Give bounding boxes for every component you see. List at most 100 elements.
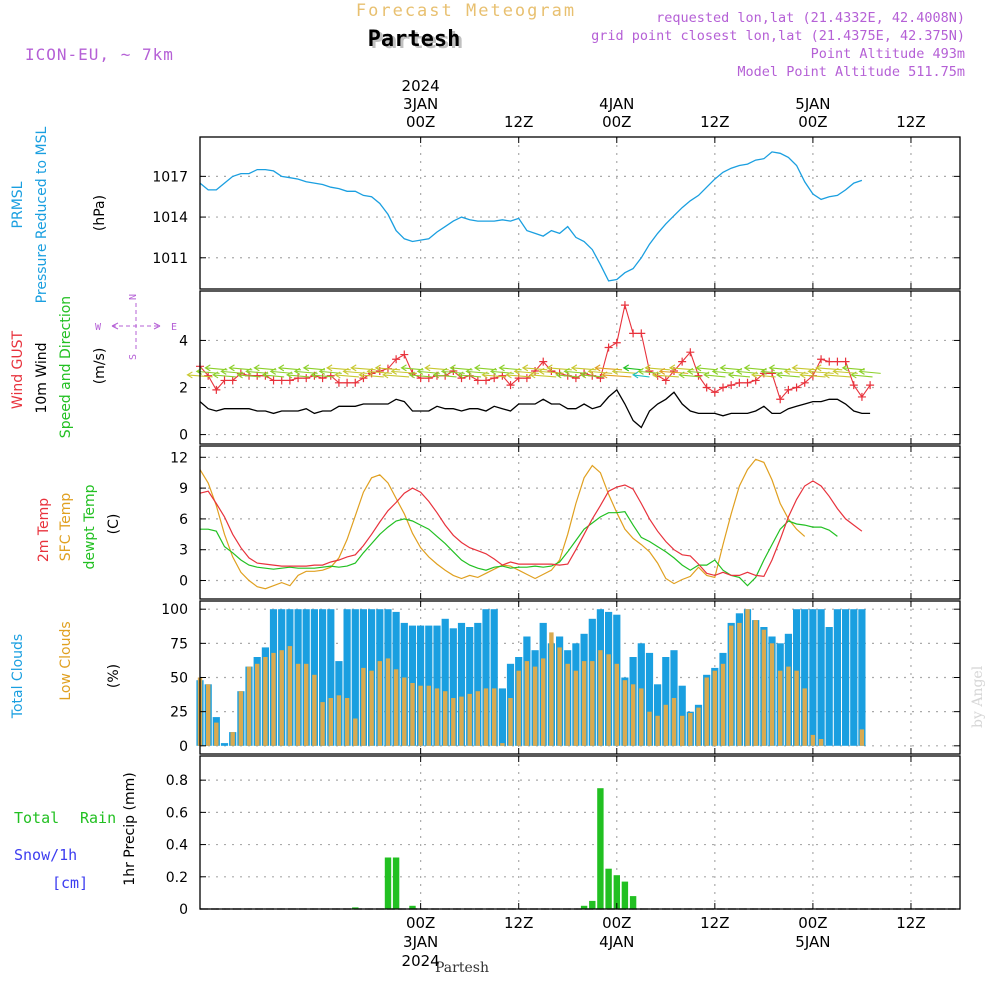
gust-point (351, 378, 360, 387)
low-cloud-bar (630, 684, 636, 746)
wind-direction-arrow (245, 367, 269, 375)
gust-point (849, 381, 858, 390)
precip-label-snow: Snow/1h (14, 846, 77, 864)
temp-label-2m: 2m Temp (36, 498, 52, 562)
temperature-panel-frame (199, 445, 961, 600)
low-cloud-bar (745, 609, 750, 746)
y-tick-label: 3 (179, 543, 188, 559)
wind-direction-arrow (498, 364, 522, 372)
gust-point (473, 376, 482, 385)
gust-point (596, 374, 605, 383)
y-tick-label: 0 (179, 739, 188, 755)
low-cloud-bar (385, 658, 391, 746)
model-label: ICON-EU, ~ 7km (25, 45, 174, 64)
low-cloud-bar (353, 718, 358, 746)
gust-point (719, 383, 728, 392)
low-cloud-bar (737, 622, 742, 746)
low-cloud-bar (271, 652, 276, 746)
gust-point (784, 385, 793, 394)
gust-point (817, 355, 826, 364)
total-cloud-bar (678, 685, 686, 746)
pressure-label-unit: (hPa) (92, 195, 108, 231)
wind-direction-arrow (594, 364, 623, 372)
low-cloud-bar (295, 663, 301, 746)
top-hour-label: 12Z (896, 113, 925, 131)
wind-direction-arrow (334, 371, 359, 379)
wind-direction-arrow (529, 371, 557, 379)
gust-point (220, 376, 229, 385)
temp-label-sfc: SFC Temp (58, 493, 74, 562)
low-cloud-bar (279, 650, 284, 746)
temp-label-dewpt: dewpt Temp (82, 484, 98, 569)
wind-direction-arrow (513, 367, 540, 375)
total-cloud-bar (850, 609, 858, 746)
y-tick-label: 1017 (152, 169, 188, 185)
wind-direction-arrow (611, 367, 638, 375)
wind-direction-arrow (632, 371, 650, 379)
top-hour-label: 00Z (406, 113, 435, 131)
y-tick-label: 9 (179, 481, 188, 497)
low-cloud-bar (622, 680, 628, 746)
wind-direction-arrow (841, 364, 865, 372)
rain-bar (621, 881, 629, 909)
low-cloud-bar (328, 698, 333, 746)
total-cloud-bar (457, 622, 466, 746)
low-cloud-bar (761, 629, 767, 746)
y-tick-label: 0 (179, 574, 188, 590)
precip-panel-frame (199, 755, 961, 910)
y-tick-label: 25 (170, 705, 188, 721)
gust-point (522, 374, 531, 383)
gust-point (833, 357, 842, 366)
gust-point (612, 338, 621, 347)
point-altitude: Point Altitude 493m (811, 46, 965, 62)
wind-direction-arrow (815, 364, 843, 372)
y-tick-label: 6 (179, 512, 188, 528)
gust-point (637, 329, 646, 338)
low-cloud-bar (704, 677, 709, 746)
y-tick-label: 0.2 (166, 870, 188, 886)
gust-line (199, 304, 871, 401)
wind-direction-arrow (579, 371, 604, 379)
gust-point (661, 376, 670, 385)
low-cloud-bar (794, 670, 799, 746)
low-cloud-bar (443, 691, 448, 746)
total-cloud-bar (351, 609, 359, 746)
rain-bar (409, 905, 416, 909)
low-cloud-bar (410, 683, 415, 746)
bottom-hour-label: 00Z (602, 914, 631, 932)
low-cloud-bar (418, 685, 423, 746)
low-cloud-bar (263, 657, 268, 746)
wind-panel-frame (199, 290, 961, 445)
gust-point (857, 392, 866, 401)
low-cloud-bar (810, 734, 816, 746)
precip-label-cm: [cm] (52, 874, 88, 892)
low-cloud-bar (778, 670, 783, 746)
low-cloud-bar (344, 698, 350, 746)
pressure-line (199, 151, 863, 282)
gust-point (702, 383, 711, 392)
low-cloud-bar (712, 670, 717, 746)
gust-point (800, 378, 809, 387)
low-cloud-bar (729, 625, 734, 746)
total-cloud-bar (842, 609, 850, 746)
low-cloud-bar (508, 698, 513, 746)
grid-point-coords: grid point closest lon,lat (21.4375E, 42… (591, 28, 965, 44)
gust-point (302, 374, 311, 383)
y-tick-label: 12 (170, 450, 188, 466)
gust-point (727, 381, 736, 390)
low-cloud-bar (304, 663, 309, 746)
credit-watermark: by Angel (970, 665, 986, 728)
low-cloud-bar (475, 691, 480, 746)
top-hour-label: 12Z (700, 113, 729, 131)
clouds-label-total: Total Clouds (10, 634, 26, 719)
total-cloud-bar (449, 628, 457, 746)
compass-w: W (95, 322, 102, 333)
total-cloud-bar (817, 609, 825, 746)
total-cloud-bar (833, 609, 841, 746)
low-cloud-bar (598, 650, 603, 746)
gust-point (326, 371, 335, 380)
gust-point (506, 381, 515, 390)
wind-direction-arrow (374, 364, 401, 372)
low-cloud-bar (647, 711, 652, 746)
